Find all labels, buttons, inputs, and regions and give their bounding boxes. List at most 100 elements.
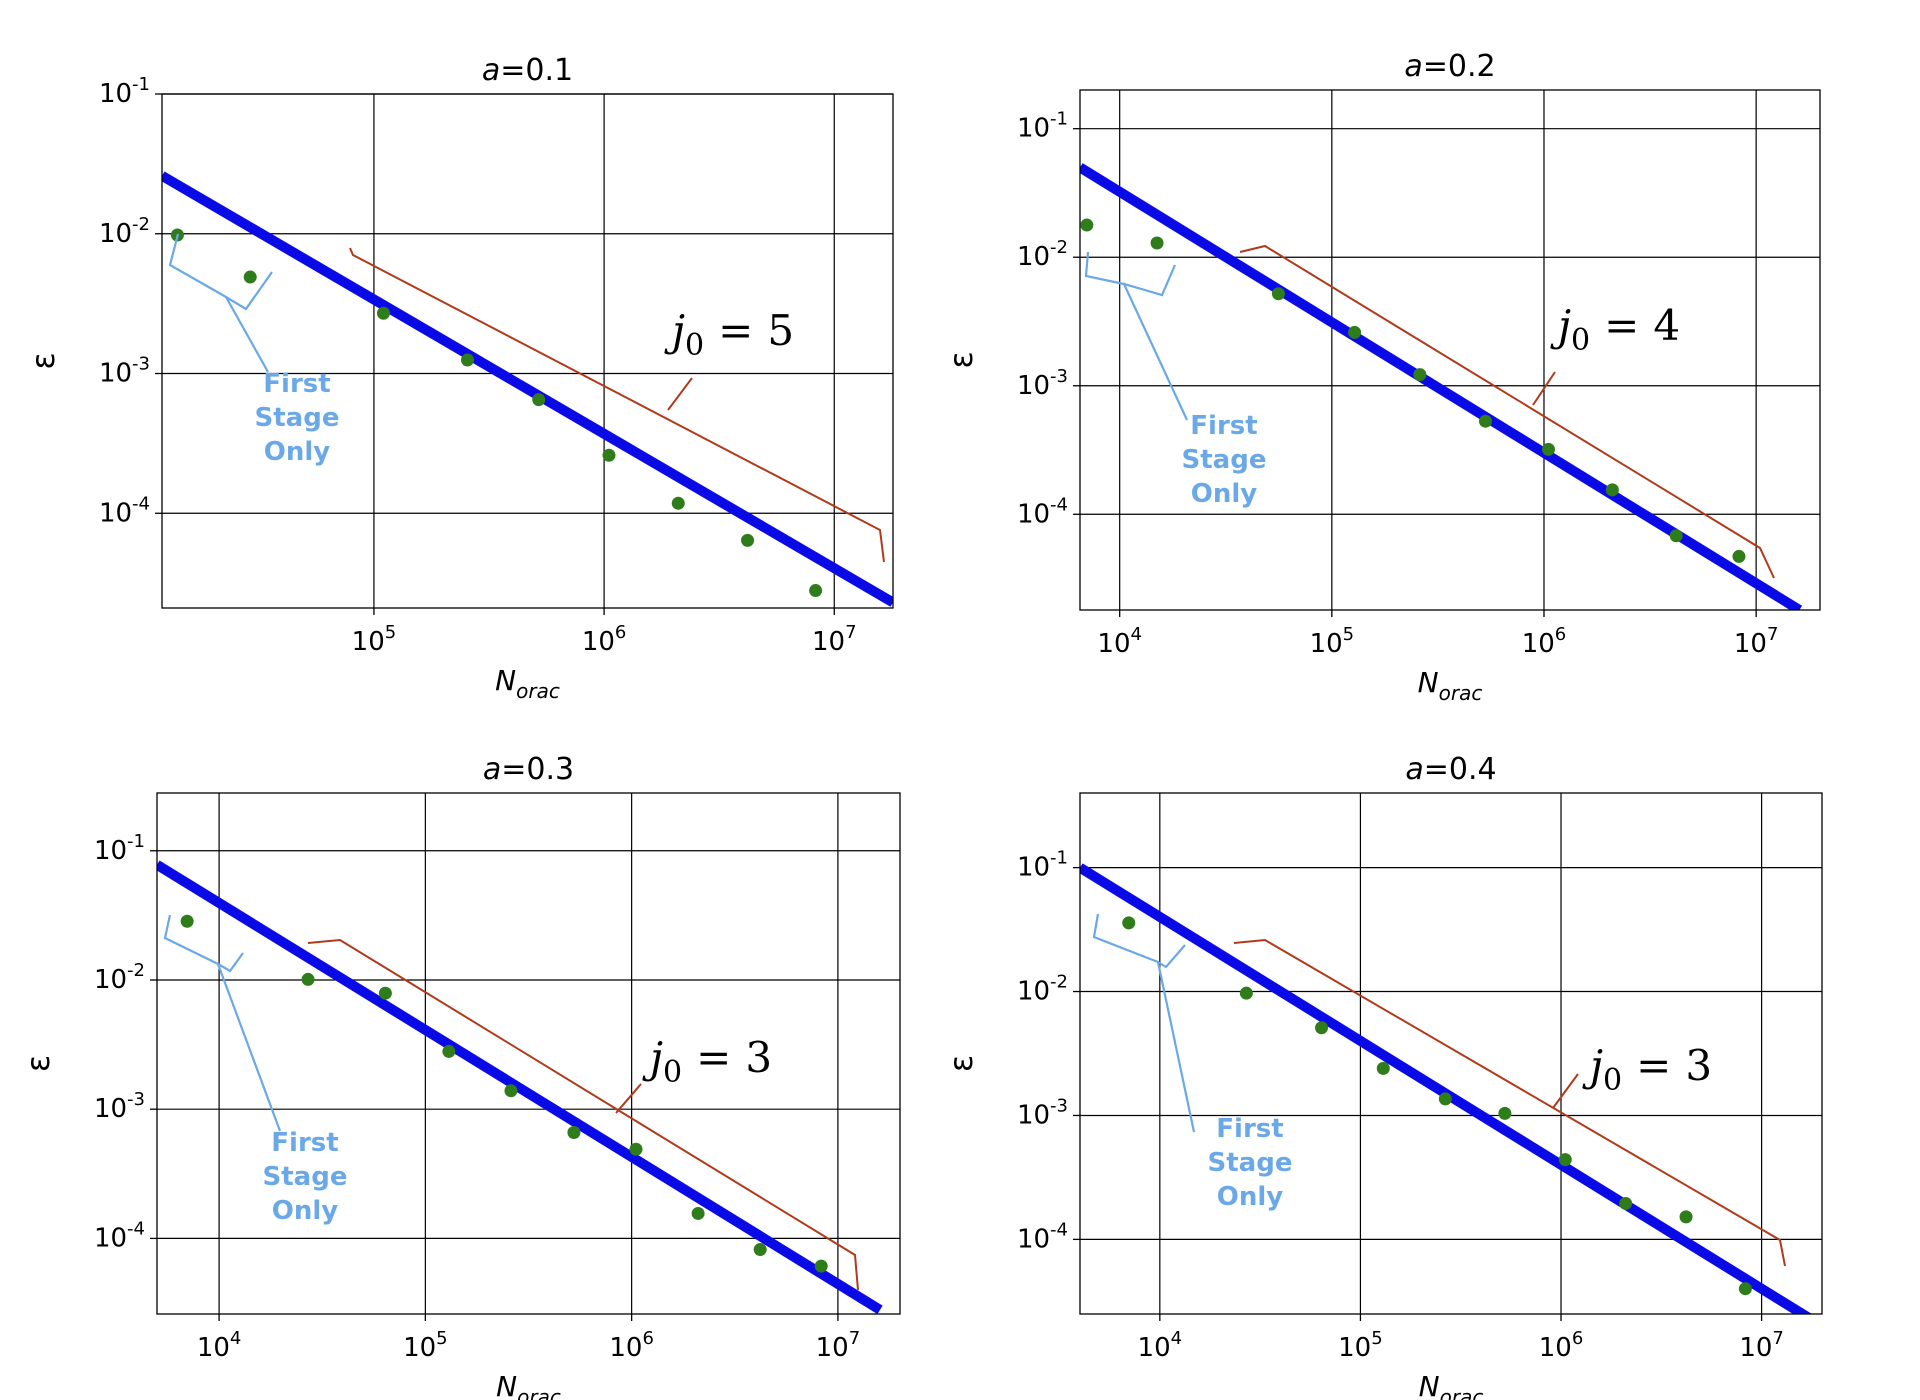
x-tick-label: 107 <box>812 622 857 657</box>
y-tick-label: 10-3 <box>1017 366 1068 401</box>
x-tick-label: 105 <box>352 622 397 657</box>
x-axis-label: Norac <box>496 1370 561 1400</box>
data-point <box>1376 1061 1390 1075</box>
x-tick-label: 106 <box>1522 624 1567 659</box>
y-tick-label: 10-4 <box>1017 1219 1068 1254</box>
bracket-red <box>1239 244 1775 579</box>
x-axis-label: Norac <box>1418 666 1483 705</box>
data-point <box>1558 1153 1572 1167</box>
chart-title: a=0.3 <box>483 752 574 787</box>
first-stage-label: Stage <box>1182 445 1267 475</box>
data-point <box>1413 368 1427 382</box>
x-axis-label: Norac <box>1419 1370 1484 1400</box>
bracket-red <box>1233 938 1786 1267</box>
data-point <box>1348 325 1362 339</box>
x-tick-label: 106 <box>582 622 627 657</box>
first-stage-leader <box>225 296 269 373</box>
x-tick-label: 107 <box>1739 1328 1784 1363</box>
data-point <box>1541 442 1555 456</box>
chart-panel-3: 104 105 106 107 10-1 10-2 10-3 10-4 a=0.3 Norac ε j… <box>19 752 901 1400</box>
first-stage-label: Only <box>264 437 331 467</box>
x-tick-label: 107 <box>1734 624 1779 659</box>
fit-line <box>1080 163 1803 610</box>
first-stage-leader <box>1156 961 1196 1133</box>
first-stage-label: First <box>263 369 330 399</box>
j0-label: j0 = 3 <box>1582 1041 1712 1098</box>
data-point <box>1271 287 1285 301</box>
y-axis-label: ε <box>19 1055 57 1072</box>
j0-leader <box>615 1083 642 1114</box>
chart-panel-4: 104 105 106 107 10-1 10-2 10-3 10-4 a=0.4 Norac ε j… <box>942 752 1823 1400</box>
data-point <box>180 914 194 928</box>
data-point <box>1122 916 1136 930</box>
data-point <box>461 353 475 367</box>
y-axis-label: ε <box>24 352 62 369</box>
y-tick-label: 10-4 <box>1017 494 1068 529</box>
fit-line <box>157 860 883 1314</box>
first-stage-label: Only <box>272 1196 339 1226</box>
y-tick-label: 10-1 <box>1017 109 1068 144</box>
y-tick-label: 10-2 <box>1017 237 1068 272</box>
y-tick-label: 10-4 <box>94 1218 145 1253</box>
first-stage-label: Stage <box>255 403 340 433</box>
data-point <box>1438 1092 1452 1106</box>
first-stage-bracket <box>163 914 244 973</box>
data-point <box>376 306 390 320</box>
x-tick-label: 106 <box>609 1328 654 1363</box>
data-point <box>1315 1021 1329 1035</box>
first-stage-label: Only <box>1217 1182 1284 1212</box>
data-point <box>442 1044 456 1058</box>
data-point <box>243 270 257 284</box>
y-tick-label: 10-3 <box>94 1089 145 1124</box>
x-tick-label: 107 <box>816 1328 861 1363</box>
first-stage-bracket <box>168 233 273 311</box>
data-point <box>504 1084 518 1098</box>
first-stage-label: First <box>1190 411 1257 441</box>
x-tick-label: 105 <box>403 1328 448 1363</box>
bracket-red <box>349 247 885 563</box>
plot-frame <box>1079 792 1823 1315</box>
x-tick-label: 104 <box>197 1328 242 1363</box>
plot-frame <box>1079 89 1821 611</box>
x-tick-label: 105 <box>1310 624 1355 659</box>
chart-title: a=0.2 <box>1404 49 1495 84</box>
data-point <box>1679 1210 1693 1224</box>
data-point <box>1669 529 1683 543</box>
data-point <box>1080 218 1094 232</box>
j0-leader <box>667 377 693 411</box>
data-point <box>671 496 685 510</box>
x-tick-label: 106 <box>1539 1328 1584 1363</box>
chart-title: a=0.4 <box>1405 752 1496 787</box>
first-stage-label: First <box>1216 1114 1283 1144</box>
plot-frame <box>156 792 901 1315</box>
data-point <box>753 1243 767 1257</box>
y-tick-label: 10-2 <box>94 960 145 995</box>
data-point <box>1619 1196 1633 1210</box>
y-tick-label: 10-1 <box>1017 848 1068 883</box>
y-tick-label: 10-1 <box>94 831 145 866</box>
data-point <box>567 1126 581 1140</box>
data-point <box>602 448 616 462</box>
first-stage-leader <box>1123 283 1188 421</box>
chart-title: a=0.1 <box>482 53 573 88</box>
data-point <box>809 584 823 598</box>
data-point <box>532 393 546 407</box>
y-tick-label: 10-1 <box>99 74 150 109</box>
first-stage-label: Stage <box>1208 1148 1293 1178</box>
data-point <box>814 1259 828 1273</box>
data-point <box>301 972 315 986</box>
y-axis-label: ε <box>942 351 980 368</box>
j0-label: j0 = 5 <box>664 306 794 363</box>
j0-label: j0 = 3 <box>642 1033 772 1090</box>
plot-frame <box>161 93 894 609</box>
j0-label: j0 = 4 <box>1550 301 1680 358</box>
data-point <box>629 1142 643 1156</box>
y-tick-label: 10-3 <box>99 354 150 389</box>
x-axis-label: Norac <box>495 664 560 703</box>
data-point <box>1605 483 1619 497</box>
first-stage-label: First <box>271 1128 338 1158</box>
data-point <box>1738 1282 1752 1296</box>
data-point <box>1150 236 1164 250</box>
data-point <box>378 986 392 1000</box>
